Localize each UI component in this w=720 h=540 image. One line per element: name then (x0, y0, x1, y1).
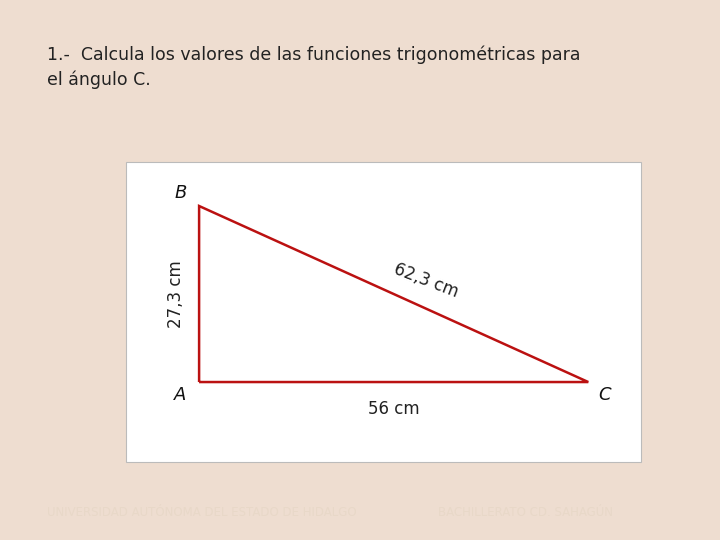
Text: BACHILLERATO CD. SAHAGÚN: BACHILLERATO CD. SAHAGÚN (438, 505, 613, 518)
Text: 56 cm: 56 cm (368, 400, 420, 418)
FancyBboxPatch shape (126, 162, 641, 462)
Text: A: A (174, 387, 186, 404)
Text: 27,3 cm: 27,3 cm (167, 260, 185, 328)
Text: B: B (174, 184, 186, 201)
Text: C: C (598, 387, 611, 404)
Text: el ángulo C.: el ángulo C. (47, 70, 150, 89)
Text: 62,3 cm: 62,3 cm (391, 260, 461, 301)
Text: 1.-  Calcula los valores de las funciones trigonométricas para: 1.- Calcula los valores de las funciones… (47, 46, 580, 64)
Text: UNIVERSIDAD AUTÓNOMA DEL ESTADO DE HIDALGO: UNIVERSIDAD AUTÓNOMA DEL ESTADO DE HIDAL… (47, 505, 356, 518)
